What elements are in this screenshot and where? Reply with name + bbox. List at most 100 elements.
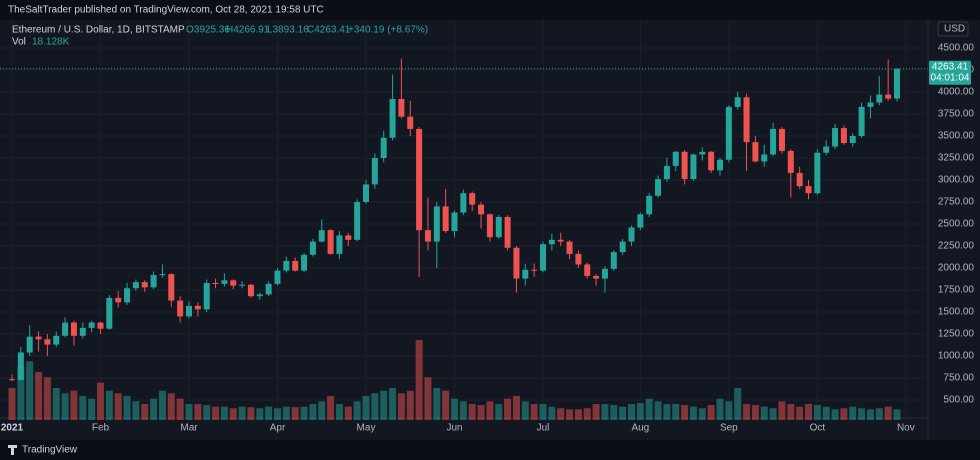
- candle-body: [265, 283, 272, 295]
- volume-bar: [220, 406, 228, 420]
- volume-bar: [796, 406, 804, 420]
- candle-body: [593, 275, 600, 279]
- candle-body: [557, 239, 564, 242]
- volume-bar: [592, 404, 600, 420]
- x-tick-label: Jun: [446, 423, 462, 434]
- volume-bar: [495, 404, 503, 420]
- candle-body: [637, 214, 644, 228]
- candle-body: [407, 116, 414, 129]
- candle-body: [814, 152, 821, 194]
- y-tick-label: 2000.00: [938, 263, 975, 274]
- candle-body: [97, 322, 104, 329]
- volume-bar: [132, 401, 140, 420]
- candle-body: [832, 128, 839, 147]
- x-tick-label: Oct: [810, 423, 826, 434]
- volume-bar: [539, 404, 547, 420]
- volume-bar: [150, 398, 158, 420]
- y-tick-label: 2250.00: [938, 241, 975, 252]
- volume-bar: [451, 398, 458, 420]
- volume-bar: [866, 409, 874, 420]
- candle-body: [17, 352, 24, 380]
- volume-bar: [141, 404, 149, 420]
- volume-bar: [628, 404, 635, 420]
- volume-bar: [167, 393, 175, 420]
- volume-bar: [185, 404, 193, 420]
- volume-bar: [8, 388, 16, 420]
- candle-body: [469, 193, 476, 205]
- volume-bar: [521, 401, 529, 420]
- candle-body: [79, 327, 86, 336]
- candle-body: [106, 297, 113, 329]
- volume-bar: [256, 408, 264, 420]
- volume-bar: [610, 405, 618, 420]
- volume-bar: [530, 404, 538, 420]
- candle-body: [309, 241, 316, 255]
- volume-bar: [504, 398, 512, 420]
- volume-bar: [318, 401, 326, 420]
- candle-body: [380, 137, 387, 158]
- volume-bar: [97, 382, 104, 420]
- volume-bar: [769, 408, 777, 420]
- volume-bar: [194, 404, 202, 420]
- candle-body: [247, 284, 254, 297]
- candle-body: [327, 230, 334, 254]
- candle-body: [283, 260, 290, 271]
- candle-body: [752, 142, 759, 162]
- volume-bar: [486, 401, 494, 420]
- volume-bar: [805, 404, 812, 420]
- candle-body: [26, 336, 33, 353]
- candle-body: [150, 275, 157, 288]
- candle-body: [548, 239, 555, 245]
- publisher: TheSaltTrader published on TradingView.c…: [8, 5, 324, 16]
- candle-body: [318, 230, 325, 242]
- x-tick-label: Sep: [720, 423, 738, 434]
- volume-bar: [397, 393, 405, 420]
- candle-body: [336, 235, 343, 254]
- candle-body: [681, 151, 688, 180]
- candle-body: [619, 241, 626, 253]
- volume-bar: [583, 408, 591, 420]
- candle-body: [478, 204, 485, 215]
- volume-bar: [247, 407, 255, 420]
- candle-body: [584, 264, 591, 276]
- price-tag: [929, 60, 971, 85]
- candle-body: [823, 146, 830, 153]
- volume-bar: [406, 390, 414, 420]
- volume-bar: [822, 406, 830, 420]
- logo: [8, 445, 17, 455]
- y-tick-label: 2750.00: [938, 197, 975, 208]
- volume-bar: [389, 388, 397, 420]
- candle-body: [761, 154, 768, 162]
- volume-bar: [265, 406, 273, 420]
- candle-body: [442, 206, 449, 232]
- x-tick-label: 2021: [1, 423, 24, 434]
- candle-body: [690, 154, 697, 180]
- volume-bar: [557, 408, 565, 420]
- candle-body: [371, 157, 378, 185]
- volume-bar: [681, 405, 689, 420]
- candle-body: [124, 288, 131, 303]
- legend-open: O3925.36: [186, 25, 230, 36]
- candle-body: [132, 282, 139, 289]
- volume-bar: [309, 404, 317, 420]
- candle-body: [663, 165, 670, 180]
- candle-body: [672, 151, 679, 166]
- volume-bar: [203, 405, 211, 420]
- candle-body: [486, 214, 493, 238]
- volume-value: 18.128K: [32, 37, 70, 48]
- candle-body: [159, 274, 166, 276]
- y-tick-label: 3250.00: [938, 153, 975, 164]
- volume-bar: [672, 404, 680, 420]
- candle-body: [203, 282, 210, 310]
- candle-body: [708, 151, 715, 171]
- candle-body: [628, 227, 635, 242]
- volume-bar: [751, 405, 759, 420]
- y-tick-label: 3000.00: [938, 175, 975, 186]
- volume-bar: [619, 406, 627, 420]
- volume-bar: [424, 377, 432, 420]
- volume-bar: [574, 409, 582, 420]
- volume-bar: [760, 406, 768, 420]
- volume-bar: [442, 390, 450, 420]
- volume-bar: [566, 409, 574, 420]
- candle-body: [177, 300, 184, 317]
